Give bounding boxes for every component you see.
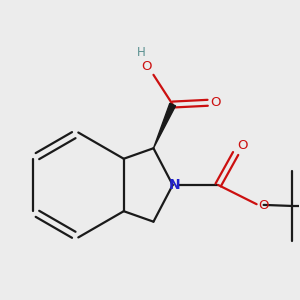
Text: N: N bbox=[169, 178, 180, 192]
Text: H: H bbox=[137, 46, 146, 59]
Text: O: O bbox=[258, 199, 269, 212]
Text: O: O bbox=[211, 96, 221, 109]
Polygon shape bbox=[154, 103, 175, 148]
Text: O: O bbox=[237, 139, 248, 152]
Text: O: O bbox=[141, 60, 152, 73]
